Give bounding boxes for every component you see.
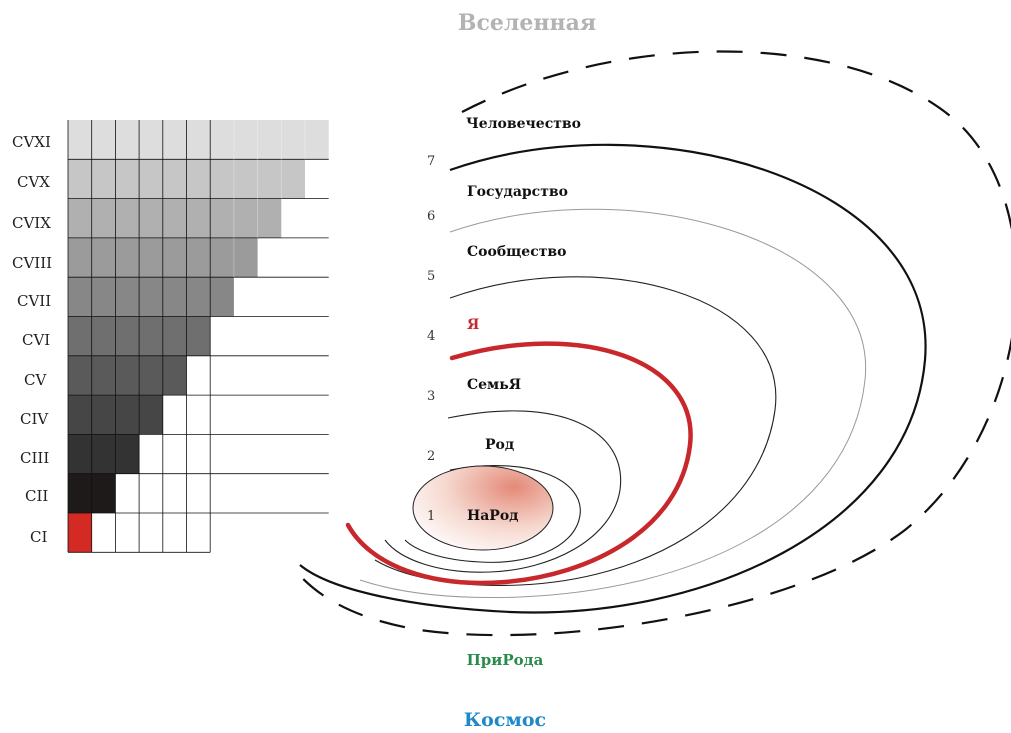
- circle-label-community: Сообщество: [467, 244, 566, 260]
- row-label: CIII: [20, 449, 49, 467]
- diagram-title: Вселенная: [458, 10, 596, 36]
- universe-boundary: [294, 50, 1011, 637]
- circle-1-people[interactable]: [412, 465, 554, 551]
- circle-number-4: 4: [427, 329, 435, 344]
- circle-number-5: 5: [427, 269, 435, 284]
- row-label: CVI: [22, 331, 50, 349]
- circle-7-humanity: [299, 143, 927, 614]
- spiral-diagram: 7 6 5 4 3 2 1 Человечество Государство С…: [294, 50, 1011, 669]
- grid-row-fill: [68, 513, 92, 553]
- circle-label-people: НаРод: [467, 508, 519, 524]
- circle-2-kin: [404, 465, 581, 563]
- row-label: CVXI: [12, 133, 51, 151]
- circle-label-family: СемьЯ: [467, 377, 521, 393]
- row-label: CVIII: [12, 254, 52, 272]
- grid-row-fill: [68, 277, 234, 317]
- grid-row-labels: CVXI CVX CVIX CVIII CVII CVI CV CIV CIII…: [12, 133, 52, 546]
- circle-number-2: 2: [427, 449, 435, 464]
- circle-number-7: 7: [427, 154, 435, 169]
- nature-label: ПриРода: [467, 651, 544, 669]
- circle-label-state: Государство: [467, 184, 568, 200]
- cosmos-label: Космос: [464, 709, 546, 731]
- row-label: CVII: [17, 292, 51, 310]
- grid-row-fill: [68, 355, 187, 396]
- circle-label-humanity: Человечество: [466, 116, 581, 132]
- circle-4-self[interactable]: [345, 341, 693, 586]
- grid-lines: [67, 120, 329, 553]
- row-label: CI: [30, 528, 47, 546]
- circle-number-3: 3: [427, 389, 435, 404]
- row-label: CII: [25, 487, 48, 505]
- circle-number-6: 6: [427, 209, 435, 224]
- row-label: CVIX: [12, 214, 51, 232]
- circle-6-state: [359, 208, 867, 599]
- circle-label-kin: Род: [485, 437, 514, 453]
- circle-number-1: 1: [427, 509, 435, 524]
- row-label: CVX: [17, 173, 50, 191]
- grid-row-fill: [68, 198, 282, 238]
- grid-row-fill: [68, 434, 140, 474]
- circle-3-family: [384, 410, 622, 573]
- circle-label-self: Я: [467, 317, 479, 333]
- hierarchy-grid: CVXI CVX CVIX CVIII CVII CVI CV CIV CIII…: [12, 120, 329, 553]
- grid-row-fill: [68, 120, 329, 160]
- grid-cells: [68, 120, 329, 553]
- row-label: CIV: [20, 410, 49, 428]
- row-label: CV: [24, 371, 47, 389]
